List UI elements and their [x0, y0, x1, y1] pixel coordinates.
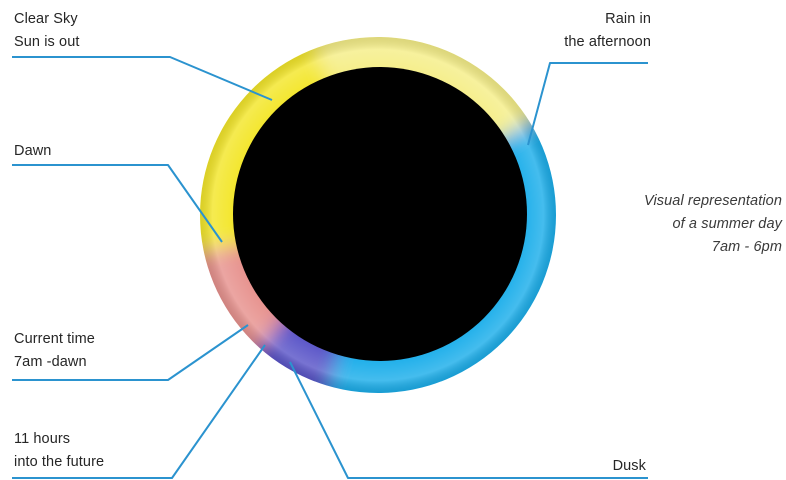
- caption-line2: of a summer day: [672, 216, 782, 232]
- leader-line-current-time: [12, 324, 249, 381]
- label-clear-sky: Clear Sky Sun is out: [14, 8, 80, 54]
- center-disc: [233, 67, 527, 361]
- leader-line-clear-sky: [12, 56, 273, 101]
- caption-line1: Visual representation: [643, 193, 782, 209]
- caption: Visual representation of a summer day 7a…: [644, 190, 782, 259]
- caption-line3: 7am - 6pm: [711, 239, 782, 255]
- label-dusk-line1: Dusk: [612, 458, 646, 474]
- leader-line-dusk: [289, 361, 648, 479]
- label-rain: Rain in the afternoon: [564, 8, 651, 54]
- leader-line-rain: [527, 62, 648, 146]
- label-clear-sky-line1: Clear Sky: [14, 11, 78, 27]
- label-dawn-line1: Dawn: [14, 143, 52, 159]
- label-dawn: Dawn: [14, 140, 51, 163]
- label-clear-sky-line2: Sun is out: [14, 34, 80, 50]
- label-future: 11 hours into the future: [14, 428, 104, 474]
- label-rain-line1: Rain in: [605, 11, 651, 27]
- label-future-line2: into the future: [14, 454, 105, 470]
- label-current-time-line1: Current time: [14, 331, 95, 347]
- label-future-line1: 11 hours: [14, 431, 71, 447]
- label-current-time: Current time 7am -dawn: [14, 328, 95, 374]
- label-rain-line2: the afternoon: [564, 34, 651, 50]
- label-dusk: Dusk: [613, 455, 646, 478]
- label-current-time-line2: 7am -dawn: [14, 354, 87, 370]
- leader-line-future: [12, 344, 266, 479]
- leader-line-dawn: [12, 164, 223, 243]
